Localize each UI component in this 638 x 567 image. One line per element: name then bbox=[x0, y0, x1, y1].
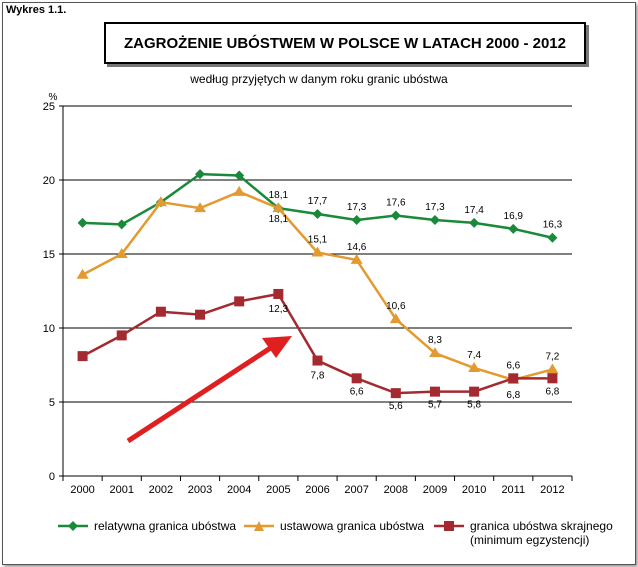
series-line-1 bbox=[81, 190, 553, 382]
legend-item-relative: relatywna granica ubóstwa bbox=[58, 519, 236, 533]
data-point bbox=[546, 363, 559, 374]
data-label: 16,9 bbox=[504, 211, 524, 222]
y-tick-label: 0 bbox=[49, 471, 55, 483]
data-label: 18,1 bbox=[269, 190, 289, 201]
data-label: 6,8 bbox=[545, 386, 559, 397]
data-point bbox=[351, 373, 362, 384]
data-point bbox=[390, 388, 401, 399]
data-point bbox=[311, 246, 324, 257]
data-point bbox=[154, 196, 167, 207]
x-tick-label: 2009 bbox=[423, 484, 447, 496]
data-point bbox=[469, 217, 480, 228]
data-label: 5,7 bbox=[428, 400, 442, 411]
legend-label-extreme: granica ubóstwa skrajnego bbox=[470, 519, 613, 533]
legend-label-relative: relatywna granica ubóstwa bbox=[94, 519, 237, 533]
data-label: 12,3 bbox=[269, 304, 289, 315]
annotation-arrow-shaft bbox=[126, 344, 274, 444]
data-point bbox=[233, 185, 246, 196]
data-point bbox=[312, 355, 323, 366]
data-point bbox=[195, 309, 206, 320]
data-label: 7,8 bbox=[311, 371, 325, 382]
x-tick-label: 2004 bbox=[227, 484, 251, 496]
chart-title: ZAGROŻENIE UBÓSTWEM W POLSCE W LATACH 20… bbox=[104, 22, 586, 64]
data-label: 17,3 bbox=[347, 202, 367, 213]
data-label: 7,4 bbox=[467, 350, 481, 361]
data-point bbox=[272, 202, 285, 213]
y-tick-label: 10 bbox=[43, 323, 55, 335]
data-label: 17,3 bbox=[425, 202, 445, 213]
data-point bbox=[389, 313, 402, 324]
data-point bbox=[390, 210, 401, 221]
data-label: 17,4 bbox=[464, 205, 484, 216]
data-label: 14,6 bbox=[347, 242, 367, 253]
data-point bbox=[234, 170, 245, 181]
annotation-arrow-head bbox=[262, 336, 292, 358]
legend-marker-orange bbox=[244, 521, 274, 531]
data-point bbox=[469, 386, 480, 397]
legend-item-statutory: ustawowa granica ubóstwa bbox=[244, 519, 424, 533]
data-label: 5,6 bbox=[389, 401, 403, 412]
data-point bbox=[429, 386, 440, 397]
data-point bbox=[194, 202, 207, 213]
data-point bbox=[273, 288, 284, 299]
legend-item-extreme: granica ubóstwa skrajnego (minimum egzys… bbox=[434, 519, 613, 547]
x-tick-label: 2007 bbox=[344, 484, 368, 496]
data-label: 6,6 bbox=[506, 360, 520, 371]
data-label: 17,6 bbox=[386, 198, 406, 209]
chart-subtitle: według przyjętych w danym roku granic ub… bbox=[190, 72, 448, 86]
data-label: 6,8 bbox=[506, 390, 520, 401]
data-point bbox=[116, 219, 127, 230]
data-point bbox=[508, 223, 519, 234]
data-label: 7,2 bbox=[545, 351, 559, 362]
data-point bbox=[351, 214, 362, 225]
data-label: 6,6 bbox=[350, 386, 364, 397]
data-point bbox=[77, 217, 88, 228]
legend-label-statutory: ustawowa granica ubóstwa bbox=[280, 519, 425, 533]
x-tick-label: 2003 bbox=[188, 484, 212, 496]
data-label: 17,7 bbox=[308, 196, 328, 207]
data-label: 8,3 bbox=[428, 335, 442, 346]
x-tick-label: 2001 bbox=[109, 484, 133, 496]
data-point bbox=[429, 214, 440, 225]
y-tick-label: 15 bbox=[43, 249, 55, 261]
y-axis-unit: % bbox=[49, 92, 58, 103]
data-label: 16,3 bbox=[543, 220, 563, 231]
legend-marker-green bbox=[58, 521, 88, 531]
data-label: 5,8 bbox=[467, 400, 481, 411]
data-point bbox=[547, 232, 558, 243]
data-point bbox=[116, 330, 127, 341]
x-tick-label: 2008 bbox=[384, 484, 408, 496]
data-point bbox=[76, 268, 89, 279]
x-tick-label: 2012 bbox=[540, 484, 564, 496]
x-tick-label: 2000 bbox=[70, 484, 94, 496]
data-label: 15,1 bbox=[308, 235, 328, 246]
x-tick-label: 2011 bbox=[501, 484, 525, 496]
y-tick-label: 20 bbox=[43, 175, 55, 187]
data-point bbox=[547, 373, 558, 384]
data-point bbox=[468, 361, 481, 372]
legend-label-extreme-sub: (minimum egzystencji) bbox=[470, 533, 590, 547]
data-point bbox=[428, 347, 441, 358]
data-point bbox=[77, 351, 88, 362]
x-tick-label: 2005 bbox=[266, 484, 290, 496]
data-point bbox=[115, 248, 128, 258]
data-point bbox=[508, 373, 519, 384]
y-tick-label: 25 bbox=[43, 101, 55, 113]
data-point bbox=[234, 296, 245, 307]
x-tick-label: 2006 bbox=[305, 484, 329, 496]
data-point bbox=[195, 169, 206, 180]
data-label: 10,6 bbox=[386, 301, 406, 312]
data-label: 18,1 bbox=[269, 214, 289, 225]
figure-label: Wykres 1.1. bbox=[6, 4, 67, 16]
data-point bbox=[155, 306, 166, 317]
y-tick-label: 5 bbox=[49, 397, 55, 409]
x-tick-label: 2002 bbox=[149, 484, 173, 496]
x-tick-label: 2010 bbox=[462, 484, 486, 496]
data-point bbox=[350, 253, 363, 264]
data-point bbox=[312, 209, 323, 220]
legend-marker-red bbox=[434, 521, 464, 531]
